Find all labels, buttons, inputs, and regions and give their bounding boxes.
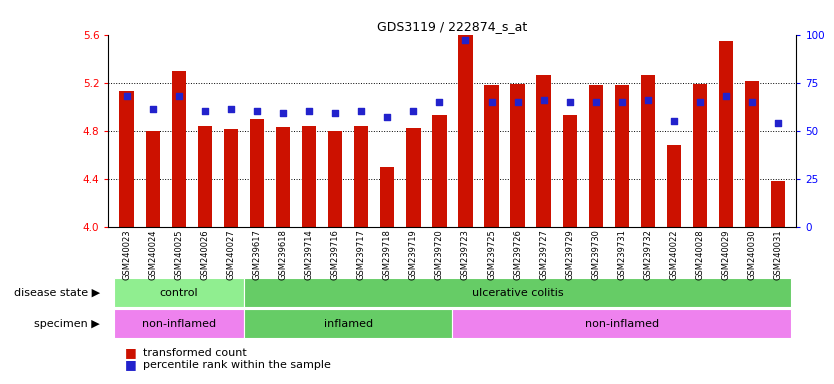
Text: GSM240030: GSM240030 (747, 229, 756, 280)
Text: GSM239718: GSM239718 (383, 229, 392, 280)
Text: GSM239727: GSM239727 (539, 229, 548, 280)
Point (667, 118, 681, 124)
Point (615, 99, 629, 105)
Bar (667, 145, 681, 227)
Text: ■: ■ (125, 346, 141, 359)
Text: GSM240024: GSM240024 (148, 229, 158, 280)
Bar (459, 35, 473, 227)
Bar (745, 81, 759, 227)
Bar (198, 126, 212, 227)
Point (693, 99, 706, 105)
Bar (354, 126, 369, 227)
Bar (485, 85, 499, 227)
Bar (563, 115, 577, 227)
Text: inflamed: inflamed (324, 318, 373, 329)
Text: GSM240025: GSM240025 (174, 229, 183, 280)
Text: percentile rank within the sample: percentile rank within the sample (143, 359, 331, 370)
Title: GDS3119 / 222874_s_at: GDS3119 / 222874_s_at (377, 20, 528, 33)
Bar (244, 309, 452, 338)
Point (563, 99, 576, 105)
Text: non-inflamed: non-inflamed (142, 318, 216, 329)
Point (354, 108, 368, 114)
Text: GSM239723: GSM239723 (461, 229, 470, 280)
Bar (224, 129, 238, 227)
Text: GSM239720: GSM239720 (435, 229, 444, 280)
Text: GSM240027: GSM240027 (226, 229, 235, 280)
Point (771, 120, 785, 126)
Text: disease state ▶: disease state ▶ (14, 288, 100, 298)
Text: specimen ▶: specimen ▶ (34, 318, 100, 329)
Point (485, 99, 498, 105)
Bar (172, 71, 186, 227)
Bar (452, 309, 791, 338)
Bar (432, 115, 446, 227)
Bar (536, 75, 550, 227)
Point (146, 106, 159, 113)
Bar (276, 127, 290, 227)
Bar (406, 128, 420, 227)
Text: GSM239719: GSM239719 (409, 229, 418, 280)
Text: GSM239725: GSM239725 (487, 229, 496, 280)
Bar (380, 167, 394, 227)
Text: ulcerative colitis: ulcerative colitis (472, 288, 564, 298)
Point (641, 97, 655, 103)
Point (720, 93, 733, 99)
Text: GSM239617: GSM239617 (253, 229, 262, 280)
Text: GSM239714: GSM239714 (304, 229, 314, 280)
Point (433, 99, 446, 105)
Text: GSM239717: GSM239717 (357, 229, 366, 280)
Text: GSM239732: GSM239732 (643, 229, 652, 280)
Bar (302, 126, 316, 227)
Bar (113, 278, 244, 307)
Point (120, 93, 133, 99)
Bar (589, 85, 603, 227)
Text: GSM240026: GSM240026 (200, 229, 209, 280)
Point (746, 99, 759, 105)
Text: GSM240031: GSM240031 (774, 229, 783, 280)
Bar (510, 84, 525, 227)
Point (250, 108, 264, 114)
Bar (244, 278, 791, 307)
Bar (250, 119, 264, 227)
Text: ■: ■ (125, 358, 141, 371)
Text: GSM240028: GSM240028 (696, 229, 705, 280)
Point (537, 97, 550, 103)
Bar (119, 91, 133, 227)
Point (407, 108, 420, 114)
Text: GSM240023: GSM240023 (122, 229, 131, 280)
Point (172, 93, 185, 99)
Bar (771, 181, 786, 227)
Point (329, 110, 342, 116)
Bar (693, 84, 707, 227)
Point (589, 99, 602, 105)
Text: control: control (159, 288, 198, 298)
Text: GSM239726: GSM239726 (513, 229, 522, 280)
Point (198, 108, 212, 114)
Point (511, 99, 525, 105)
Bar (641, 75, 655, 227)
Bar (328, 131, 342, 227)
Bar (146, 131, 160, 227)
Point (303, 108, 316, 114)
Text: GSM239731: GSM239731 (617, 229, 626, 280)
Text: GSM239729: GSM239729 (565, 229, 575, 280)
Point (224, 106, 238, 113)
Point (380, 114, 394, 120)
Text: GSM239716: GSM239716 (330, 229, 339, 280)
Bar (719, 41, 733, 227)
Text: GSM239730: GSM239730 (591, 229, 600, 280)
Point (459, 37, 472, 43)
Text: transformed count: transformed count (143, 348, 247, 358)
Text: GSM239618: GSM239618 (279, 229, 288, 280)
Bar (615, 85, 629, 227)
Bar (113, 309, 244, 338)
Text: non-inflamed: non-inflamed (585, 318, 659, 329)
Text: GSM240022: GSM240022 (670, 229, 679, 280)
Point (276, 110, 289, 116)
Text: GSM240029: GSM240029 (721, 229, 731, 280)
